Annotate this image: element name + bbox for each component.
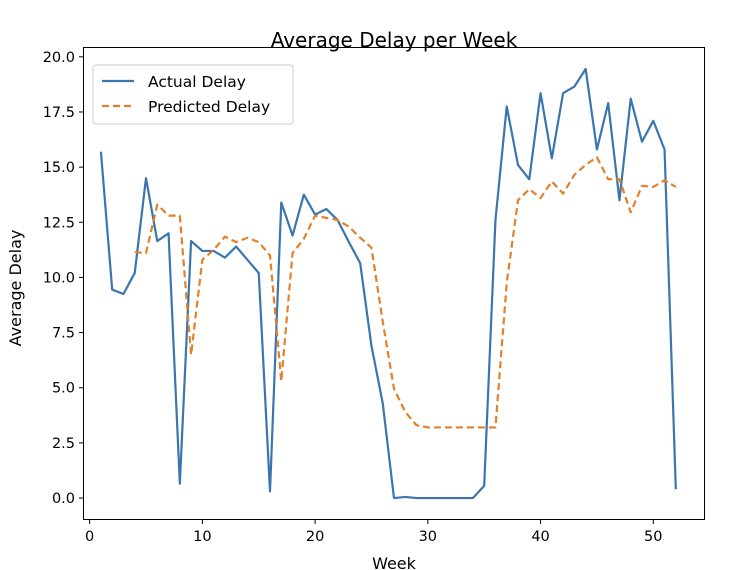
- y-tick-label: 10.0: [43, 270, 75, 286]
- legend: Actual Delay Predicted Delay: [92, 64, 294, 125]
- series-line-predicted-delay: [134, 156, 677, 429]
- x-axis-label: Week: [372, 554, 417, 570]
- x-tick-label: 50: [644, 529, 662, 545]
- y-axis-label: Average Delay: [6, 230, 25, 347]
- y-tick-label: 2.5: [52, 436, 75, 452]
- y-tick-label: 12.5: [43, 215, 75, 231]
- x-tick-label: 10: [193, 529, 211, 545]
- y-tick-label: 0.0: [52, 491, 75, 507]
- legend-label-actual-delay: Actual Delay: [148, 73, 246, 91]
- x-tick-label: 0: [85, 529, 94, 545]
- plot-lines: [99, 67, 677, 500]
- y-tick-label: 17.5: [43, 105, 75, 121]
- y-tick-label: 20.0: [43, 50, 75, 66]
- x-tick-label: 30: [419, 529, 437, 545]
- series-line-actual-delay: [99, 67, 677, 500]
- y-tick-label: 5.0: [52, 381, 75, 397]
- y-axis-ticks: 0.0 2.5 5.0 7.5 10.0 12.5 15.0 17.5 20.0: [43, 50, 84, 507]
- y-tick-label: 15.0: [43, 160, 75, 176]
- x-axis-ticks: 0 10 20 30 40 50: [85, 519, 662, 545]
- x-tick-label: 40: [531, 529, 549, 545]
- plot-frame: [83, 47, 705, 520]
- y-tick-label: 7.5: [52, 326, 75, 342]
- legend-label-predicted-delay: Predicted Delay: [148, 98, 270, 116]
- x-tick-label: 20: [306, 529, 324, 545]
- chart-title: Average Delay per Week: [271, 28, 518, 52]
- legend-box: [92, 64, 294, 125]
